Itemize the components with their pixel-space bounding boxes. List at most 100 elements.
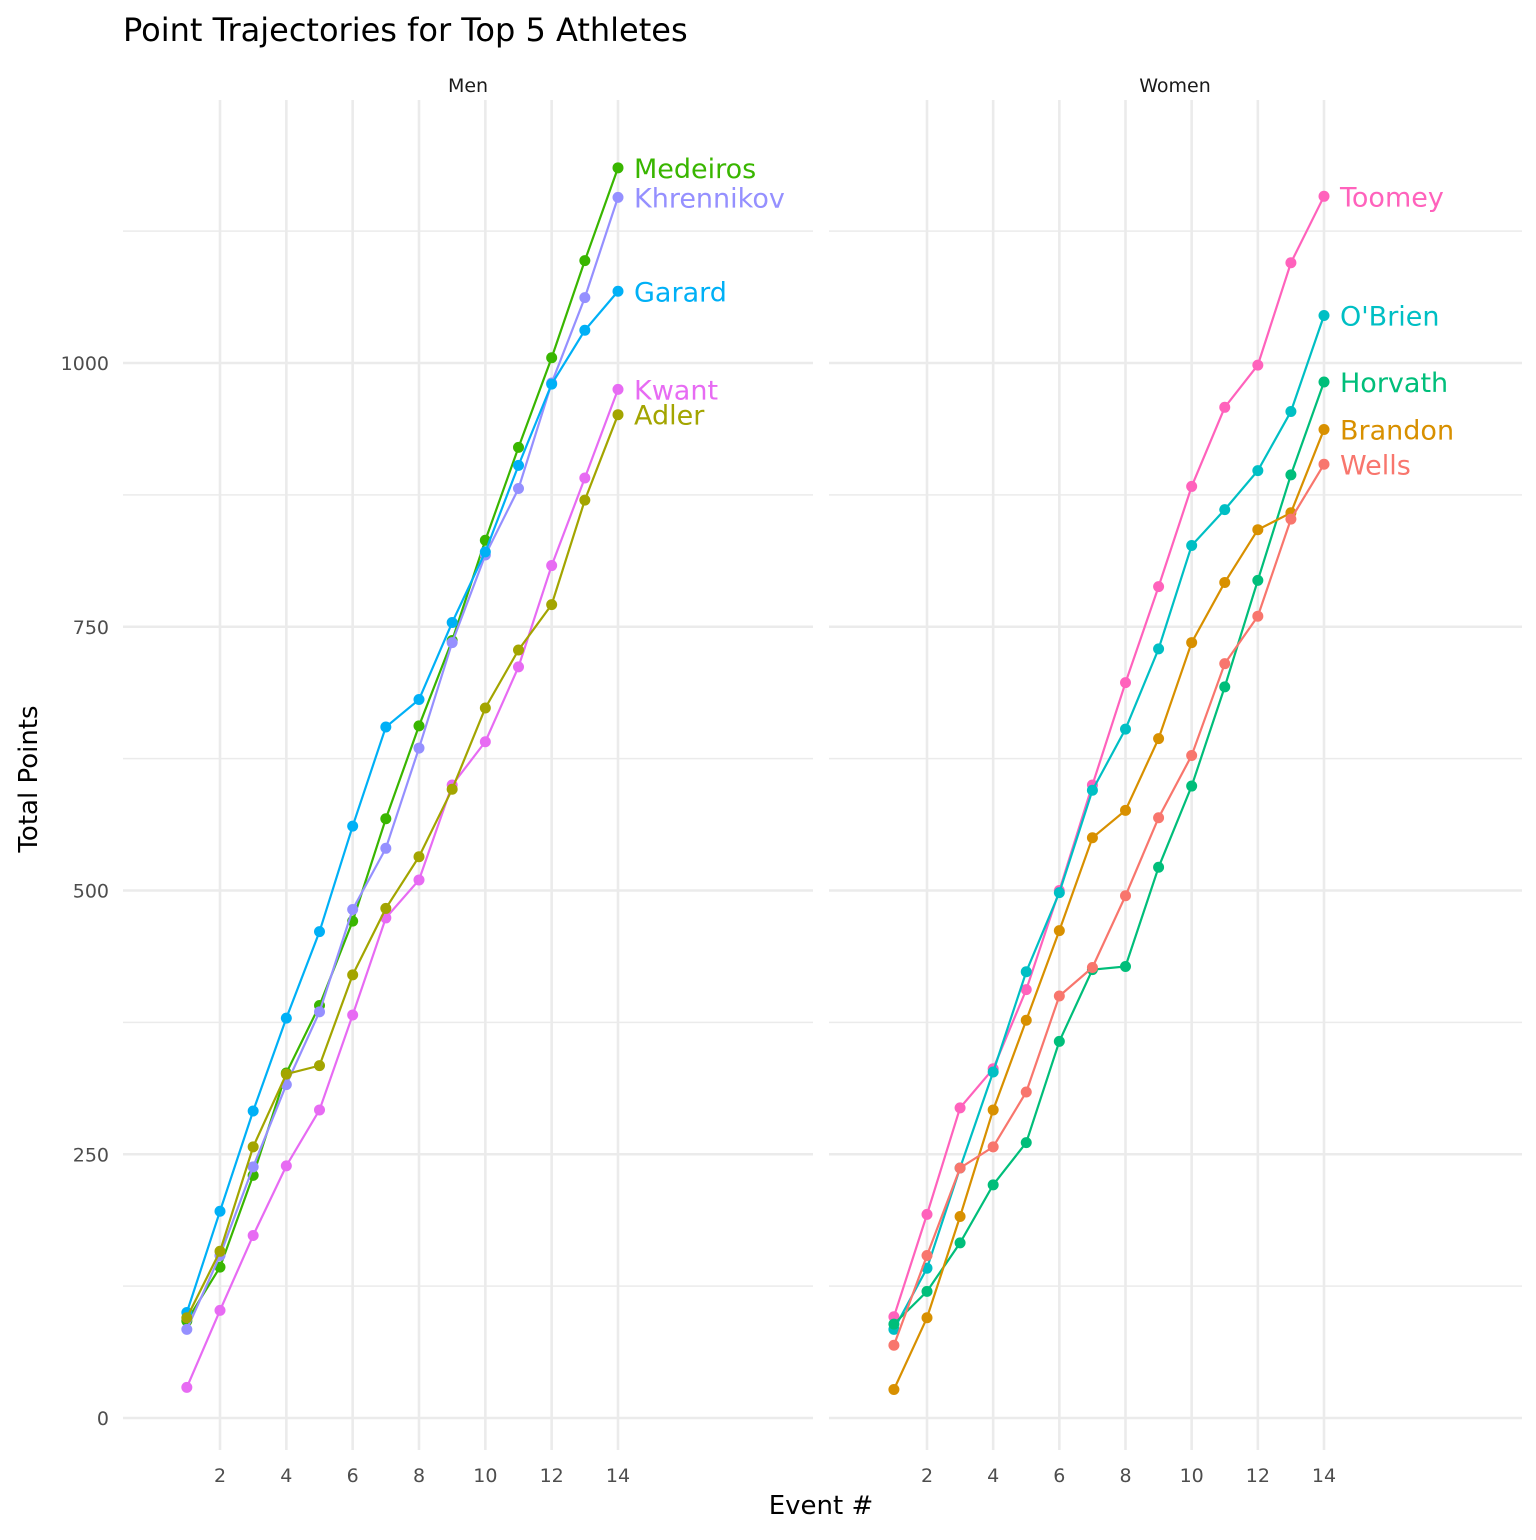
data-point [954, 1162, 966, 1174]
data-point [612, 162, 624, 174]
chart-title: Point Trajectories for Top 5 Athletes [123, 11, 688, 49]
series-end-label: Toomey [1339, 182, 1444, 213]
x-tick-label: 4 [280, 1465, 292, 1487]
data-point [1020, 966, 1032, 978]
data-point [446, 637, 458, 649]
data-point [380, 902, 392, 914]
data-point [1020, 1137, 1032, 1149]
series-brandon: Brandon [888, 415, 1454, 1396]
data-point [954, 1210, 966, 1222]
series-toomey: Toomey [888, 182, 1444, 1323]
series-line [185, 197, 620, 1330]
series-end-label: Khrennikov [634, 183, 785, 214]
data-point [214, 1245, 226, 1257]
data-point [280, 1012, 292, 1024]
data-point [954, 1237, 966, 1249]
x-tick-label: 10 [1180, 1465, 1204, 1487]
data-point [1153, 581, 1165, 593]
data-point [1285, 257, 1297, 269]
data-point [1086, 832, 1098, 844]
data-point [579, 292, 591, 304]
data-point [214, 1205, 226, 1217]
data-point [513, 644, 524, 656]
data-point [1120, 804, 1131, 816]
data-point [314, 1104, 325, 1116]
data-point [1053, 1035, 1065, 1047]
data-point [513, 483, 524, 495]
series-line [185, 414, 620, 1319]
data-point [1120, 960, 1131, 972]
data-point [413, 742, 425, 754]
data-point [380, 721, 392, 733]
data-point [1252, 465, 1264, 477]
data-point [479, 546, 491, 558]
data-point [380, 842, 392, 854]
data-point [954, 1102, 966, 1114]
series-line [893, 381, 1326, 1325]
series-adler: Adler [181, 401, 705, 1324]
data-point [921, 1208, 933, 1220]
y-tick-label: 750 [73, 617, 109, 639]
panel-label-men: Men [448, 75, 488, 97]
data-point [1285, 469, 1297, 481]
data-point [1186, 540, 1198, 552]
data-point [546, 352, 558, 364]
data-point [1219, 576, 1231, 588]
data-point [579, 494, 591, 506]
series-line [892, 463, 1325, 1346]
data-point [1219, 658, 1231, 670]
series-obrien: O'Brien [888, 302, 1440, 1335]
data-point [479, 702, 491, 714]
data-point [1053, 990, 1065, 1002]
data-point [446, 617, 458, 629]
x-tick-label: 14 [1312, 1465, 1336, 1487]
data-point [314, 1006, 325, 1018]
data-point [1153, 861, 1165, 873]
data-point [612, 285, 624, 297]
data-point [513, 661, 524, 673]
data-point [413, 851, 425, 863]
y-tick-label: 500 [73, 881, 109, 903]
series-medeiros: Medeiros [181, 154, 756, 1327]
data-point [1120, 677, 1131, 689]
data-point [1219, 681, 1231, 693]
x-tick-label: 12 [1246, 1465, 1270, 1487]
data-point [1053, 925, 1065, 937]
series-horvath: Horvath [888, 368, 1448, 1330]
series-end-label: O'Brien [1340, 302, 1440, 333]
x-tick-label: 6 [1053, 1465, 1065, 1487]
data-point [181, 1381, 193, 1393]
panel-label-women: Women [1139, 75, 1211, 97]
data-point [921, 1250, 933, 1262]
x-tick-label: 4 [987, 1465, 999, 1487]
data-point [247, 1141, 259, 1153]
data-point [987, 1179, 999, 1191]
x-tick-label: 10 [473, 1465, 497, 1487]
x-tick-label: 2 [214, 1465, 226, 1487]
data-point [612, 383, 624, 395]
y-tick-label: 0 [97, 1408, 109, 1430]
data-point [446, 783, 458, 795]
data-point [1186, 637, 1198, 649]
data-point [1318, 458, 1330, 470]
data-point [546, 599, 558, 611]
data-point [921, 1285, 933, 1297]
data-point [247, 1161, 259, 1173]
data-point [181, 1323, 193, 1335]
data-point [1252, 610, 1264, 622]
series-line [185, 388, 620, 1388]
data-point [546, 560, 558, 572]
data-point [247, 1229, 259, 1241]
data-point [214, 1261, 226, 1273]
data-point [280, 1068, 292, 1080]
data-point [1285, 513, 1297, 525]
series-wells: Wells [888, 450, 1411, 1351]
series-end-label: Wells [1340, 450, 1411, 481]
series-end-label: Garard [634, 277, 727, 308]
data-point [888, 1318, 900, 1330]
x-tick-label: 2 [921, 1465, 933, 1487]
data-point [888, 1339, 900, 1351]
data-point [1252, 524, 1264, 536]
